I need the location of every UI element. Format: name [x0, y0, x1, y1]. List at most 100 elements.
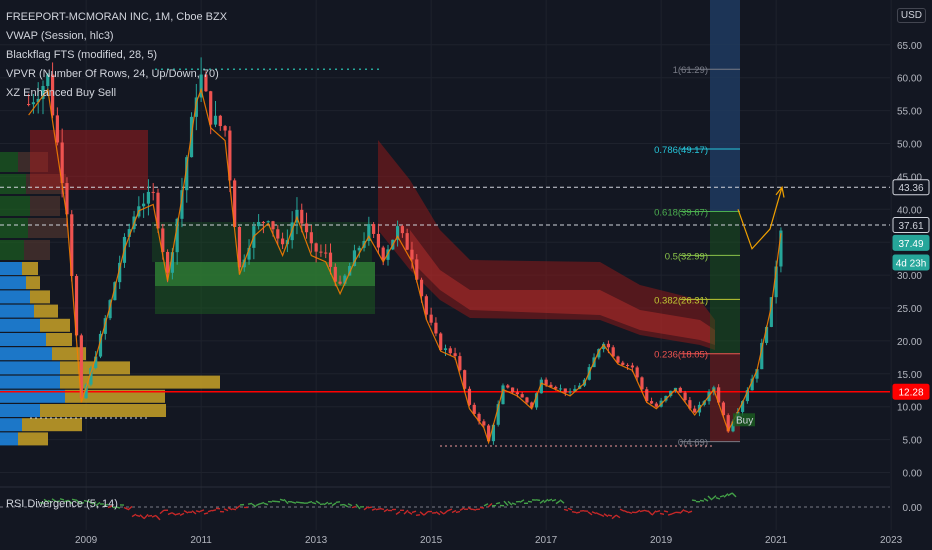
candle-body	[142, 203, 146, 207]
currency-badge[interactable]: USD	[896, 8, 926, 23]
vp-row-up	[0, 276, 26, 290]
candle-body	[539, 379, 543, 394]
time-tick-label: 2021	[765, 535, 788, 546]
rsi-segment	[183, 510, 189, 514]
fib-level-label: 1(61.29)	[673, 65, 708, 76]
vp-row-up	[0, 432, 18, 446]
candle-body	[74, 276, 79, 336]
rsi-segment	[263, 502, 269, 506]
rsi-segment	[687, 510, 693, 514]
candle-body	[170, 252, 174, 273]
candle-body	[386, 249, 390, 260]
candle-body	[199, 74, 203, 98]
candle-body	[419, 279, 424, 297]
rsi-pane: 0.00	[0, 486, 922, 521]
rsi-segment	[95, 501, 101, 507]
rsi-segment	[63, 499, 69, 503]
time-tick-label: 2019	[650, 535, 673, 546]
vp-row-up	[0, 262, 22, 275]
rsi-segment	[375, 508, 381, 511]
candle-body	[558, 388, 563, 390]
price-tick-label: 65.00	[897, 41, 922, 52]
rsi-segment	[411, 510, 417, 514]
rsi-segment	[503, 500, 509, 507]
vp-row-down	[30, 196, 60, 216]
rsi-segment	[623, 510, 629, 514]
price-tick-label: 60.00	[897, 74, 922, 85]
rsi-segment	[423, 511, 429, 516]
indicator-xz-buy-sell[interactable]: XZ Enhanced Buy Sell	[6, 87, 117, 99]
rsi-segment	[195, 510, 201, 513]
candle-body	[395, 226, 400, 240]
vp-row-up	[0, 389, 65, 403]
rsi-segment	[495, 501, 501, 505]
vp-row-up	[0, 418, 22, 432]
price-tick-label: 25.00	[897, 304, 922, 315]
candle-body	[65, 183, 69, 215]
rsi-segment	[415, 514, 421, 517]
candle-body	[520, 394, 524, 398]
fib-level-label: 0.618(39.67)	[654, 207, 708, 218]
rsi-segment	[127, 505, 133, 511]
rsi-segment	[155, 515, 161, 521]
candle-body	[530, 402, 534, 408]
candle-body	[175, 218, 179, 253]
rsi-segment	[599, 513, 605, 518]
candle-body	[688, 400, 692, 409]
vp-row-up	[0, 347, 52, 361]
indicator-vpvr[interactable]: VPVR (Number Of Rows, 24, Up/Down, 70)	[6, 68, 219, 80]
rsi-segment	[311, 501, 317, 505]
rsi-segment	[707, 495, 713, 501]
candle-body	[266, 221, 270, 223]
rsi-segment	[207, 509, 213, 513]
candle-body	[41, 86, 45, 99]
candle-body	[257, 221, 261, 227]
vp-row-down	[65, 389, 165, 403]
candle-body	[764, 326, 769, 343]
rsi-segment	[435, 511, 441, 516]
rsi-indicator-label[interactable]: RSI Divergence (5, 14)	[6, 498, 118, 510]
indicator-vwap[interactable]: VWAP (Session, hlc3)	[6, 30, 114, 42]
candle-body	[79, 335, 83, 399]
rsi-segment	[355, 503, 361, 510]
rsi-segment	[171, 512, 177, 516]
candle-body	[721, 402, 726, 416]
candle-body	[324, 252, 328, 254]
rsi-segment	[619, 508, 625, 512]
rsi-segment	[419, 511, 425, 516]
volume-profile	[0, 152, 220, 446]
candle-body	[304, 223, 309, 233]
vp-row-down	[30, 290, 50, 304]
candle-body	[448, 348, 452, 354]
rsi-segment	[211, 509, 217, 512]
candle-body	[156, 192, 160, 229]
vp-row-down	[22, 418, 82, 432]
candle-body	[118, 262, 122, 283]
symbol-title[interactable]: FREEPORT-MCMORAN INC, 1M, Cboe BZX	[6, 11, 228, 23]
indicator-blackflag[interactable]: Blackflag FTS (modified, 28, 5)	[6, 49, 158, 61]
rsi-segment	[587, 511, 593, 516]
rsi-segment	[679, 508, 685, 514]
candle-body	[477, 413, 481, 422]
candle-body	[113, 282, 117, 301]
candle-body	[309, 232, 313, 244]
price-tag-label: 12.28	[898, 388, 923, 399]
candle-body	[731, 421, 735, 432]
candle-body	[31, 102, 36, 105]
candle-body	[108, 300, 112, 319]
vwap-line	[28, 87, 782, 445]
blackflag-bands	[30, 130, 715, 350]
rsi-segment	[731, 492, 737, 498]
rsi-segment	[231, 508, 237, 511]
rsi-segment	[323, 501, 329, 506]
rsi-segment	[295, 501, 301, 504]
rsi-segment	[639, 509, 645, 513]
candle-body	[439, 333, 443, 351]
candle-body	[429, 314, 433, 323]
candle-body	[669, 390, 673, 396]
price-tick-label: 10.00	[897, 403, 922, 414]
candle-body	[209, 91, 213, 125]
rsi-segment	[251, 503, 257, 508]
rsi-segment	[447, 508, 453, 512]
